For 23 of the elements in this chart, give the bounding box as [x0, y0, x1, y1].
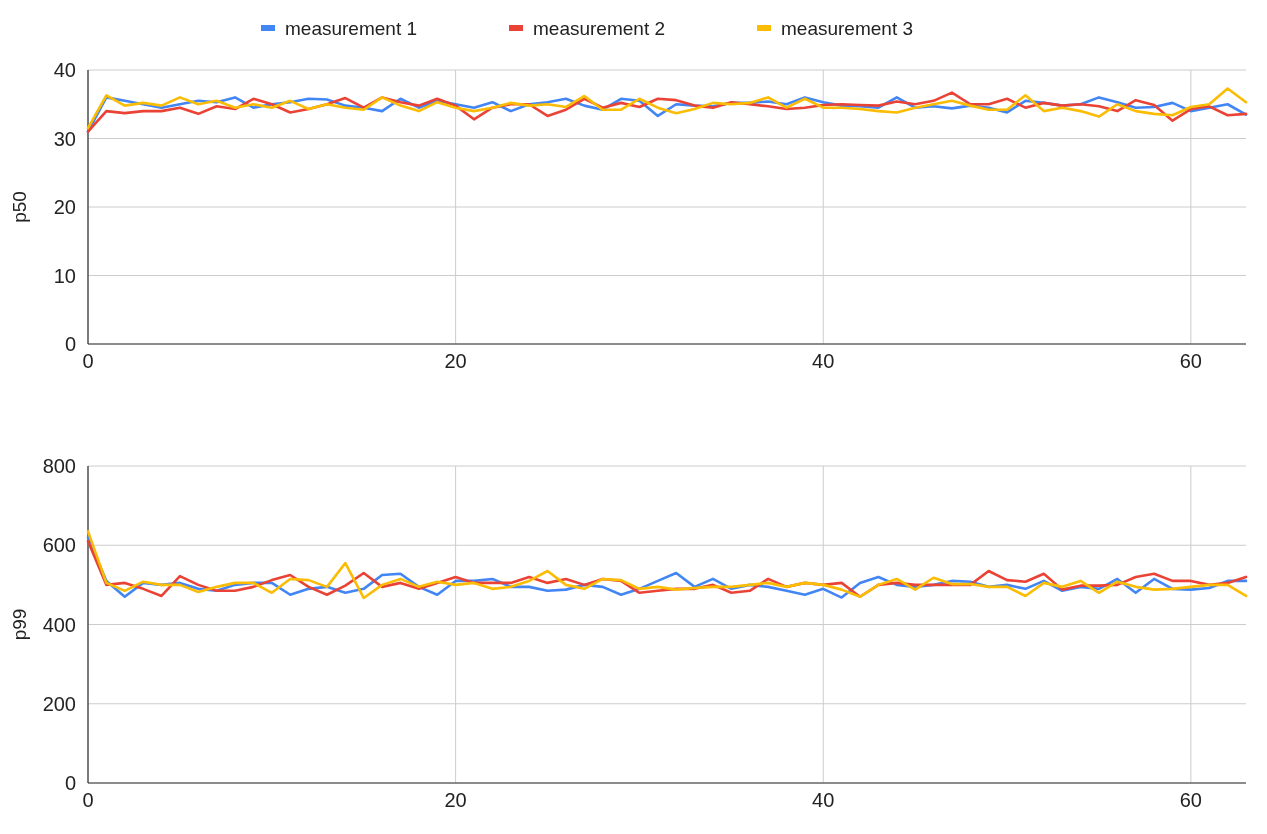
y-tick-label: 30: [53, 127, 76, 150]
y-tick-label: 600: [42, 534, 76, 557]
y-tick-label: 40: [53, 59, 76, 81]
y-axis-title: p99: [9, 608, 30, 641]
y-axis-title: p50: [9, 191, 30, 223]
legend-label: measurement 1: [285, 17, 418, 39]
x-tick-label: 20: [444, 350, 467, 372]
legend-label: measurement 3: [781, 17, 914, 39]
y-tick-label: 200: [42, 692, 76, 715]
y-tick-label: 0: [64, 772, 76, 794]
x-tick-label: 20: [444, 789, 467, 811]
y-tick-label: 10: [53, 264, 76, 287]
x-tick-label: 60: [1179, 350, 1202, 372]
y-tick-label: 0: [64, 333, 76, 355]
x-tick-label: 40: [812, 789, 835, 811]
x-tick-label: 0: [82, 789, 94, 811]
x-tick-label: 40: [812, 350, 835, 372]
y-tick-label: 400: [42, 613, 76, 636]
y-tick-label: 800: [42, 455, 76, 477]
x-tick-label: 0: [82, 350, 94, 372]
y-tick-label: 20: [53, 196, 76, 218]
legend-label: measurement 2: [533, 17, 666, 39]
x-tick-label: 60: [1179, 789, 1202, 811]
